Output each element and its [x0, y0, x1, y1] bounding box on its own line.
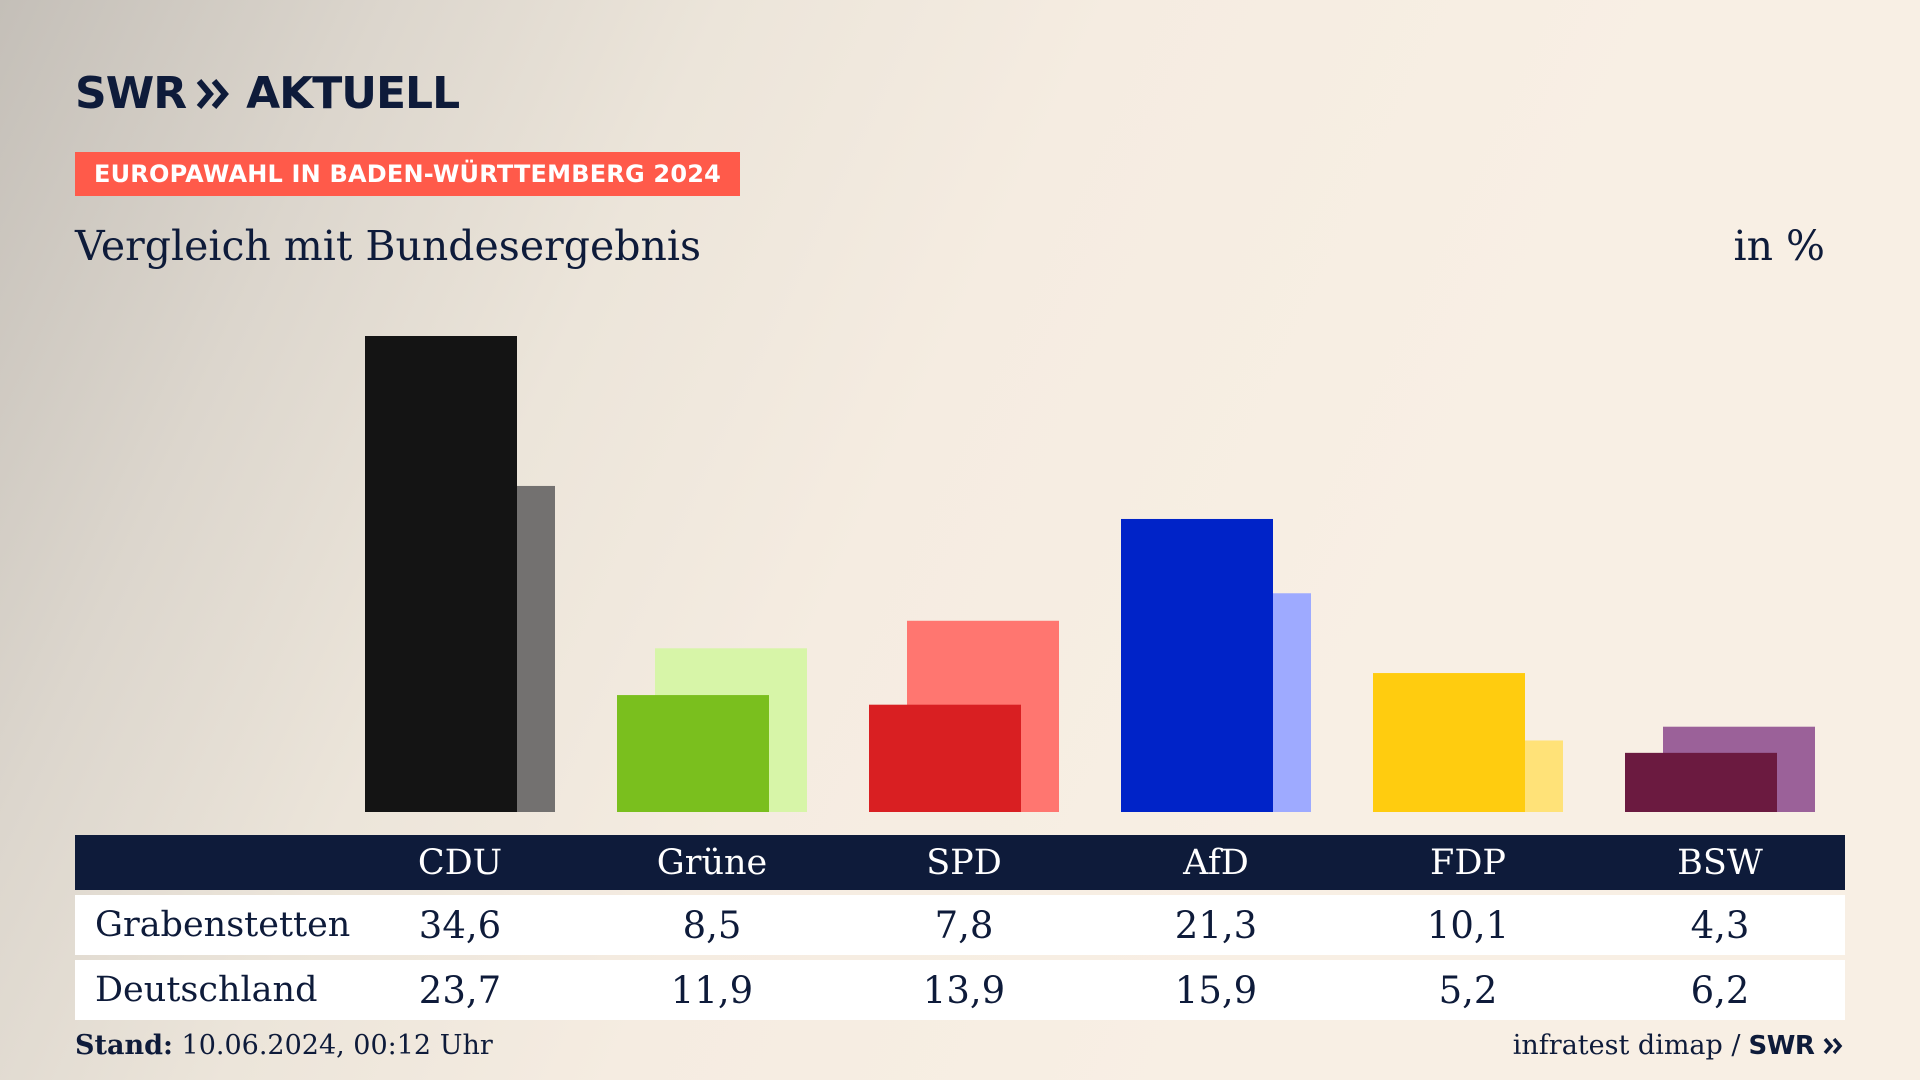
bar-grabenstetten-cdu [365, 336, 517, 812]
unit-label: in % [1733, 222, 1825, 270]
column-header-afd: AfD [1183, 842, 1249, 883]
swr-aktuell-logo: SWR AKTUELL [75, 68, 460, 119]
column-header-fdp: FDP [1430, 842, 1506, 883]
column-header-spd: SPD [926, 842, 1002, 883]
cell-grabenstetten-cdu: 34,6 [418, 903, 502, 947]
bar-grabenstetten-fdp [1373, 673, 1525, 812]
stand-value: 10.06.2024, 00:12 Uhr [181, 1030, 493, 1061]
timestamp: Stand: 10.06.2024, 00:12 Uhr [75, 1030, 493, 1061]
footer-swr-logo: SWR [1749, 1031, 1846, 1061]
cell-deutschland-fdp: 5,2 [1438, 968, 1498, 1012]
table-row-grabenstetten: Grabenstetten 34,6 8,5 7,8 21,3 10,1 4,3 [75, 895, 1845, 955]
cell-deutschland-grne: 11,9 [670, 968, 754, 1012]
cell-grabenstetten-fdp: 10,1 [1426, 903, 1510, 947]
bar-grabenstetten-bsw [1625, 752, 1777, 812]
logo-aktuell-text: AKTUELL [246, 68, 460, 119]
source-credit: infratest dimap / SWR [1513, 1030, 1845, 1061]
source-text: infratest dimap / [1512, 1030, 1741, 1061]
bar-grabenstetten-afd [1121, 518, 1273, 812]
table-header: CDU Grüne SPD AfD FDP BSW [75, 835, 1845, 890]
election-badge: EUROPAWAHL IN BADEN-WÜRTTEMBERG 2024 [75, 152, 741, 196]
cell-deutschland-cdu: 23,7 [418, 968, 502, 1012]
bar-grabenstetten-spd [869, 704, 1021, 812]
footer-chevron-icon [1823, 1037, 1843, 1054]
bar-grabenstetten-grne [617, 695, 769, 812]
stand-label: Stand: [75, 1030, 173, 1061]
logo-swr-text: SWR [75, 68, 187, 119]
row-label-grabenstetten: Grabenstetten [95, 905, 351, 945]
cell-deutschland-afd: 15,9 [1174, 968, 1258, 1012]
row-label-deutschland: Deutschland [95, 970, 318, 1010]
bar-chart [365, 336, 1815, 812]
cell-grabenstetten-grne: 8,5 [682, 903, 742, 947]
chart-subtitle: Vergleich mit Bundesergebnis [75, 222, 702, 270]
column-header-grne: Grüne [656, 842, 768, 883]
cell-deutschland-spd: 13,9 [922, 968, 1006, 1012]
column-header-bsw: BSW [1677, 842, 1763, 883]
cell-deutschland-bsw: 6,2 [1690, 968, 1750, 1012]
cell-grabenstetten-afd: 21,3 [1174, 903, 1258, 947]
table-row-deutschland: Deutschland 23,7 11,9 13,9 15,9 5,2 6,2 [75, 960, 1845, 1020]
column-header-cdu: CDU [417, 842, 503, 883]
cell-grabenstetten-spd: 7,8 [934, 903, 994, 947]
double-chevron-icon [196, 78, 230, 109]
footer-logo-text: SWR [1748, 1030, 1815, 1061]
results-table: CDU Grüne SPD AfD FDP BSW Grabenstetten 34,6 8… [75, 835, 1845, 1020]
cell-grabenstetten-bsw: 4,3 [1690, 903, 1750, 947]
